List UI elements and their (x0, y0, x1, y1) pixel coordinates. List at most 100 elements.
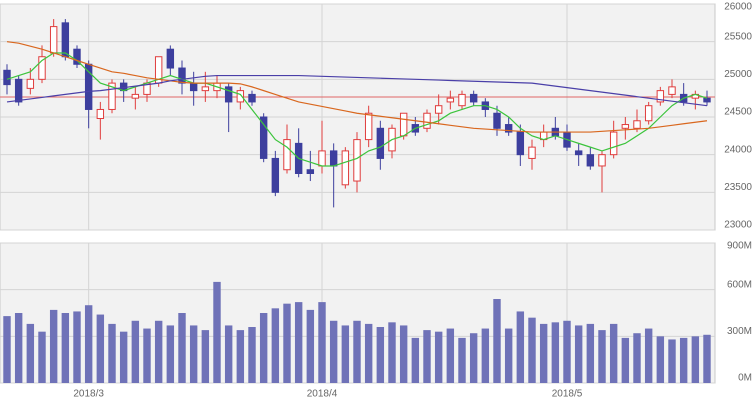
candle-body (248, 93, 256, 103)
volume-bar (306, 309, 315, 383)
candle-body (236, 90, 245, 103)
candle-body (598, 154, 606, 167)
y-tick-label: 0M (738, 373, 752, 384)
volume-bar (154, 320, 163, 383)
volume-bar (364, 323, 373, 383)
y-tick-label: 300M (727, 326, 752, 337)
volume-bar (376, 327, 385, 383)
candle-body (341, 150, 350, 186)
candle-body (504, 124, 513, 133)
volume-bar (621, 337, 630, 383)
volume-bar (14, 313, 23, 383)
candle-body (26, 78, 35, 89)
volume-bar (178, 313, 186, 383)
candle-body (224, 86, 233, 103)
volume-bar (434, 331, 443, 383)
volume-bar (598, 330, 606, 383)
candle-body (306, 169, 315, 175)
candle-body (516, 131, 525, 156)
candle-body (108, 82, 116, 110)
volume-bar (633, 333, 641, 383)
x-tick-label: 2018/3 (73, 389, 104, 400)
candle-body (189, 82, 198, 92)
moving-average-line (6, 52, 708, 167)
volume-bar (586, 323, 595, 383)
candle-body (574, 150, 583, 156)
y-tick-label: 600M (727, 279, 752, 290)
candle-body (353, 139, 361, 182)
y-tick-label: 24000 (724, 144, 752, 155)
volume-bar (259, 313, 268, 383)
volume-bar (201, 330, 210, 383)
volume-bar (528, 317, 536, 383)
candle-body (166, 48, 175, 69)
volume-bar (143, 328, 151, 383)
candle-body (644, 105, 653, 122)
x-tick-label: 2018/5 (552, 389, 583, 400)
y-tick-label: 25000 (724, 69, 752, 80)
candle-body (329, 150, 338, 167)
candle-body (633, 120, 641, 129)
volume-bar (189, 325, 198, 383)
volume-bar (388, 322, 396, 383)
y-tick-label: 23500 (724, 182, 752, 193)
candle-body (493, 112, 501, 129)
candle-body (259, 116, 268, 159)
volume-bar (3, 316, 11, 383)
volume-bar (446, 328, 455, 383)
candle-body (528, 146, 536, 159)
x-tick-label: 2018/4 (307, 389, 338, 400)
candle-body (656, 90, 665, 103)
volume-bar (329, 320, 338, 383)
y-tick-label: 26000 (724, 2, 752, 13)
candle-body (609, 131, 618, 156)
candle-body (73, 48, 81, 65)
candle-body (271, 157, 280, 193)
volume-bar (703, 334, 711, 383)
volume-bar (609, 323, 618, 383)
volume-bar (411, 337, 420, 383)
volume-bar (49, 309, 58, 383)
y-tick-label: 900M (727, 241, 752, 252)
candle-body (423, 112, 431, 129)
volume-bar (504, 328, 513, 383)
volume-bar (38, 331, 46, 383)
candle-body (446, 97, 455, 103)
volume-bar (574, 325, 583, 383)
volume-bar (423, 330, 431, 383)
y-tick-label: 25500 (724, 31, 752, 42)
volume-bar (166, 325, 175, 383)
candle-body (318, 150, 326, 167)
volume-bar (493, 299, 501, 383)
candle-body (283, 139, 291, 171)
volume-bar (96, 314, 105, 383)
volume-bar (516, 311, 525, 383)
candle-body (399, 112, 408, 137)
volume-bar (551, 322, 560, 383)
volume-bar (656, 336, 665, 383)
candle-body (668, 86, 676, 95)
volume-bar (131, 320, 140, 383)
volume-bar (469, 333, 478, 383)
candle-body (434, 105, 443, 114)
candle-body (703, 97, 711, 103)
volume-bar (318, 302, 326, 383)
volume-bar (283, 303, 291, 383)
candle-body (469, 93, 478, 103)
volume-bar (691, 336, 700, 383)
candle-body (178, 67, 186, 84)
candle-body (14, 78, 23, 103)
candle-body (376, 127, 385, 159)
candle-body (49, 26, 58, 54)
volume-bar (668, 339, 676, 383)
volume-bar (271, 308, 280, 383)
volume-bar (341, 325, 350, 383)
volume-bar (119, 331, 128, 383)
candle-body (96, 108, 105, 120)
candle-body (586, 154, 595, 167)
volume-bar (563, 320, 571, 383)
moving-average-line (6, 41, 708, 133)
volume-bar (458, 337, 466, 383)
volume-bar (539, 323, 548, 383)
